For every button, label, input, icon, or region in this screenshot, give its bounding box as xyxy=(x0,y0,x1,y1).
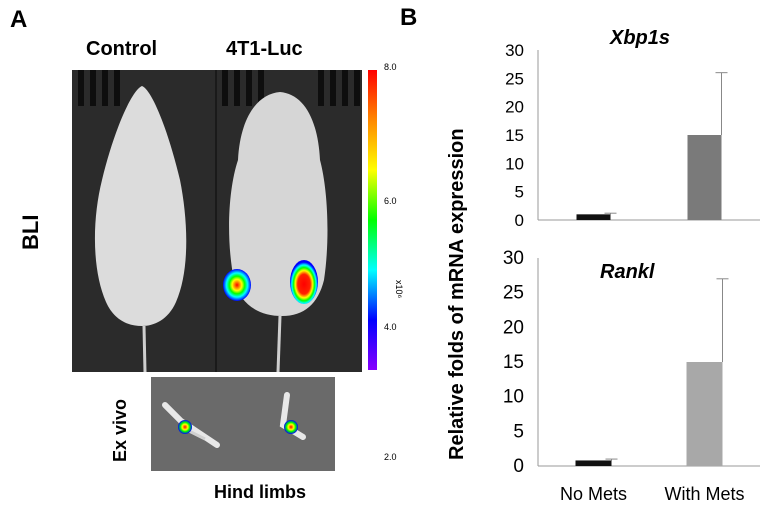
bli-mouse-image xyxy=(72,70,362,372)
rankl-y-tick-label: 15 xyxy=(503,352,524,373)
rankl-y-tick-label: 5 xyxy=(513,421,524,442)
colorbar-tick-2: 2.0 xyxy=(384,452,397,462)
xbp1s-y-tick-label: 25 xyxy=(505,69,524,88)
xbp1s-y-tick-label: 15 xyxy=(505,126,524,145)
rankl-chart-title: Rankl xyxy=(600,261,655,283)
xbp1s-bar xyxy=(576,214,611,220)
rankl-y-tick-label: 0 xyxy=(513,456,524,477)
rankl-bar xyxy=(575,460,612,466)
xbp1s-chart-title: Xbp1s xyxy=(609,27,670,49)
x-category-label: No Mets xyxy=(560,484,627,504)
panel-a-letter: A xyxy=(10,6,28,33)
rankl-y-tick-label: 25 xyxy=(503,283,524,304)
hind-limbs-caption: Hind limbs xyxy=(214,482,307,502)
xbp1s-y-tick-label: 20 xyxy=(505,98,524,117)
control-column-label: Control xyxy=(86,38,158,60)
rankl-y-tick-label: 30 xyxy=(503,248,524,269)
ex-vivo-image xyxy=(151,377,335,471)
xbp1s-y-tick-label: 10 xyxy=(505,154,524,173)
rankl-y-tick-label: 20 xyxy=(503,317,524,338)
xbp1s-y-tick-label: 5 xyxy=(515,183,524,202)
rankl-bar xyxy=(686,362,723,466)
colorbar xyxy=(368,70,377,370)
panel-b-letter: B xyxy=(400,4,418,31)
x-category-label: With Mets xyxy=(664,484,744,504)
rankl-y-tick-label: 10 xyxy=(503,387,524,408)
colorbar-tick-4: 4.0 xyxy=(384,322,397,332)
xbp1s-bar xyxy=(687,135,722,220)
4t1-luc-column-label: 4T1-Luc xyxy=(226,38,303,60)
colorbar-tick-8: 8.0 xyxy=(384,62,397,72)
xbp1s-y-tick-label: 0 xyxy=(515,211,524,230)
xbp1s-y-tick-label: 30 xyxy=(505,41,524,60)
colorbar-tick-6: 6.0 xyxy=(384,196,397,206)
